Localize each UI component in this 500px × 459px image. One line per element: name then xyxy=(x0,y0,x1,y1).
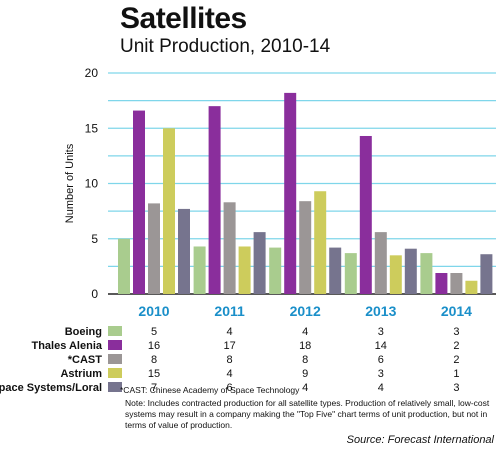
bar-astrium-2012 xyxy=(314,191,327,294)
table-value: 3 xyxy=(378,368,384,380)
y-tick-label: 5 xyxy=(91,232,98,246)
legend-label: Boeing xyxy=(65,326,102,338)
bar-boeing-2010 xyxy=(118,238,130,294)
table-value: 4 xyxy=(302,326,308,338)
bar-astrium-2014 xyxy=(465,280,478,294)
legend-swatch xyxy=(108,354,122,364)
bar-boeing-2011 xyxy=(193,246,206,294)
production-note: Note: Includes contracted production for… xyxy=(125,398,490,430)
table-value: 8 xyxy=(302,354,308,366)
table-value: 5 xyxy=(151,326,157,338)
chart-title: Satellites xyxy=(120,2,247,35)
bar--cast-2013 xyxy=(374,232,387,294)
bar--cast-2012 xyxy=(299,201,312,294)
bar-boeing-2013 xyxy=(344,253,357,294)
y-axis-label: Number of Units xyxy=(64,143,76,223)
y-tick-label: 0 xyxy=(91,287,98,301)
legend-swatch xyxy=(108,340,122,350)
legend-swatch xyxy=(108,368,122,378)
legend-swatch xyxy=(108,382,122,392)
table-value: 17 xyxy=(223,340,235,352)
bar--cast-2011 xyxy=(223,202,236,294)
bar-astrium-2011 xyxy=(238,246,251,294)
chart-subtitle: Unit Production, 2010-14 xyxy=(120,36,331,57)
table-value: 3 xyxy=(378,326,384,338)
table-value: 18 xyxy=(299,340,311,352)
table-value: 6 xyxy=(378,354,384,366)
bar-thales-alenia-2012 xyxy=(284,92,297,294)
bar-thales-alenia-2011 xyxy=(208,106,221,295)
table-value: 8 xyxy=(227,354,233,366)
x-tick-label: 2011 xyxy=(214,303,245,319)
bar-thales-alenia-2014 xyxy=(435,273,448,294)
bar-boeing-2014 xyxy=(420,253,433,294)
table-value: 7 xyxy=(151,382,157,394)
x-tick-label: 2014 xyxy=(441,303,472,319)
table-value: 4 xyxy=(378,382,384,394)
table-value: 2 xyxy=(453,354,459,366)
x-tick-label: 2010 xyxy=(138,303,169,319)
x-tick-label: 2013 xyxy=(365,303,396,319)
bar-astrium-2010 xyxy=(163,128,175,294)
table-value: 14 xyxy=(375,340,387,352)
bar-space-systems-loral-2014 xyxy=(480,254,493,294)
bar--cast-2010 xyxy=(148,203,160,294)
bar-thales-alenia-2013 xyxy=(359,135,372,294)
table-value: 4 xyxy=(227,326,233,338)
table-value: 2 xyxy=(453,340,459,352)
y-tick-label: 20 xyxy=(85,66,99,80)
table-value: 4 xyxy=(227,368,233,380)
legend-label: Space Systems/Loral xyxy=(0,382,102,394)
table-value: 15 xyxy=(148,368,160,380)
table-value: 4 xyxy=(302,382,308,394)
table-value: 3 xyxy=(453,382,459,394)
table-value: 16 xyxy=(148,340,160,352)
table-value: 3 xyxy=(453,326,459,338)
x-tick-label: 2012 xyxy=(290,303,321,319)
y-tick-label: 10 xyxy=(85,177,99,191)
table-value: 6 xyxy=(227,382,233,394)
table-value: 8 xyxy=(151,354,157,366)
y-tick-label: 15 xyxy=(85,121,99,135)
bar-astrium-2013 xyxy=(389,255,402,294)
footnote: *CAST: Chinese Academy of Space Technolo… xyxy=(120,385,300,395)
table-value: 9 xyxy=(302,368,308,380)
bar-thales-alenia-2010 xyxy=(133,110,145,294)
legend-label: Astrium xyxy=(60,368,102,380)
bar-boeing-2012 xyxy=(269,247,282,294)
bar-space-systems-loral-2011 xyxy=(253,232,266,294)
legend-label: *CAST xyxy=(68,354,103,366)
source-credit: Source: Forecast International xyxy=(346,434,494,446)
bar-space-systems-loral-2010 xyxy=(178,208,190,294)
bar-space-systems-loral-2013 xyxy=(404,248,417,294)
table-value: 1 xyxy=(453,368,459,380)
bar--cast-2014 xyxy=(450,273,463,294)
legend-swatch xyxy=(108,326,122,336)
legend-label: Thales Alenia xyxy=(31,340,102,352)
bar-space-systems-loral-2012 xyxy=(329,247,342,294)
